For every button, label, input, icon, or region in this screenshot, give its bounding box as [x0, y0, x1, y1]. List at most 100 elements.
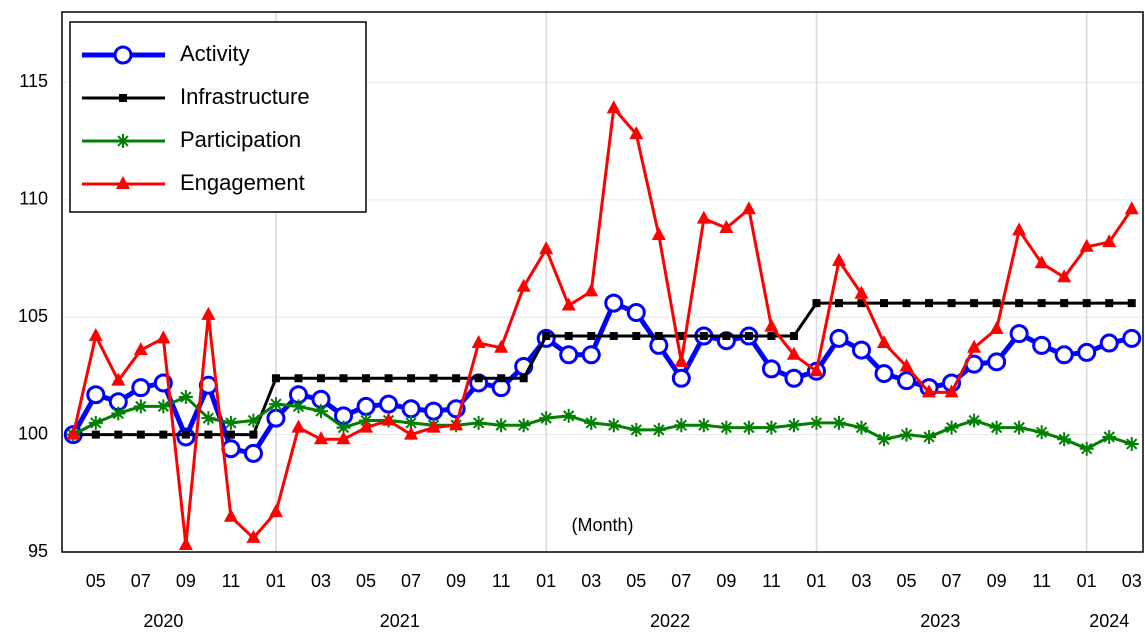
marker — [674, 418, 689, 433]
marker — [561, 408, 576, 423]
marker — [677, 332, 686, 340]
marker — [564, 332, 573, 340]
marker — [516, 278, 531, 292]
marker — [584, 415, 599, 430]
marker — [156, 330, 171, 344]
marker — [1077, 342, 1097, 362]
marker — [336, 431, 351, 445]
marker — [356, 396, 376, 416]
marker — [764, 318, 779, 332]
marker — [1009, 324, 1029, 344]
year-label: 2024 — [1089, 611, 1129, 631]
marker — [854, 420, 869, 435]
marker — [989, 420, 1004, 435]
marker — [651, 227, 666, 241]
y-tick-label: 95 — [28, 541, 48, 561]
marker — [539, 411, 554, 426]
marker — [854, 285, 869, 299]
x-tick-label: 07 — [401, 571, 421, 591]
marker — [764, 420, 779, 435]
marker — [497, 374, 506, 383]
marker — [831, 415, 846, 430]
marker — [291, 399, 306, 414]
year-label: 2023 — [920, 611, 960, 631]
marker — [133, 399, 148, 414]
marker — [404, 426, 419, 440]
marker — [719, 420, 734, 435]
marker — [336, 420, 351, 435]
marker — [1054, 345, 1074, 365]
marker — [632, 332, 641, 340]
marker — [114, 430, 123, 439]
marker — [967, 413, 982, 428]
marker — [786, 346, 801, 360]
marker — [1037, 299, 1046, 308]
x-tick-label: 05 — [626, 571, 646, 591]
marker — [1102, 429, 1117, 444]
marker — [722, 332, 731, 340]
marker — [539, 241, 554, 255]
marker — [136, 430, 145, 439]
marker — [559, 345, 579, 365]
marker — [266, 408, 286, 428]
marker — [831, 252, 846, 266]
marker — [131, 378, 151, 398]
marker — [429, 374, 438, 383]
marker — [1034, 425, 1049, 440]
marker — [313, 404, 328, 419]
marker — [899, 358, 914, 372]
x-tick-label: 01 — [266, 571, 286, 591]
marker — [944, 384, 959, 398]
marker — [1105, 299, 1114, 308]
marker — [696, 210, 711, 224]
marker — [268, 504, 283, 518]
marker — [761, 359, 781, 379]
marker — [922, 429, 937, 444]
x-tick-label: 07 — [942, 571, 962, 591]
marker — [899, 427, 914, 442]
marker — [654, 332, 663, 340]
marker — [88, 328, 103, 341]
marker — [880, 299, 889, 308]
marker — [851, 340, 871, 360]
marker — [542, 332, 551, 340]
marker — [271, 374, 280, 383]
legend-label: Infrastructure — [180, 84, 310, 109]
marker — [809, 363, 824, 377]
marker — [379, 394, 399, 414]
marker — [494, 418, 509, 433]
marker — [246, 413, 261, 428]
marker — [857, 299, 866, 308]
x-tick-label: 01 — [536, 571, 556, 591]
marker — [516, 418, 531, 433]
x-tick-label: 03 — [581, 571, 601, 591]
marker — [1082, 299, 1091, 308]
marker — [812, 299, 821, 308]
x-tick-label: 11 — [222, 571, 241, 591]
marker — [741, 420, 756, 435]
legend-label: Activity — [180, 41, 250, 66]
marker — [1032, 335, 1052, 355]
marker — [111, 406, 126, 421]
marker — [741, 201, 756, 215]
x-tick-label: 03 — [1122, 571, 1142, 591]
marker — [1099, 333, 1119, 353]
marker — [1057, 269, 1072, 283]
y-tick-label: 110 — [19, 189, 48, 209]
marker — [86, 385, 106, 405]
marker — [604, 293, 624, 313]
marker — [829, 328, 849, 348]
y-tick-label: 105 — [18, 306, 48, 326]
marker — [897, 371, 917, 391]
x-tick-label: 05 — [356, 571, 376, 591]
year-label: 2020 — [143, 611, 183, 631]
marker — [967, 339, 982, 353]
legend-label: Engagement — [180, 170, 305, 195]
marker — [629, 422, 644, 437]
marker — [947, 299, 956, 308]
marker — [178, 536, 193, 550]
x-tick-label: 07 — [671, 571, 691, 591]
marker — [119, 94, 127, 102]
marker — [696, 418, 711, 433]
